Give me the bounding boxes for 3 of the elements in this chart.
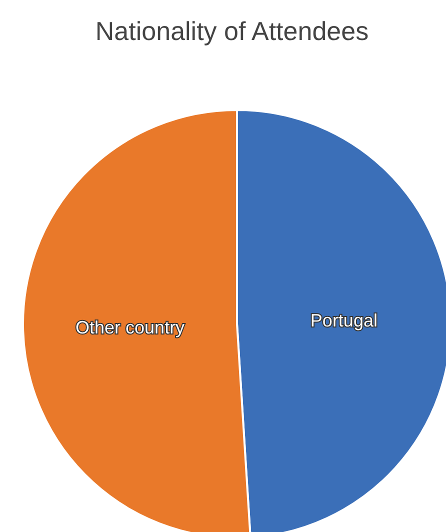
slice-label: Portugal [310,310,378,331]
slice-label: Other country [76,317,185,338]
chart-title: Nationality of Attendees [95,16,369,46]
